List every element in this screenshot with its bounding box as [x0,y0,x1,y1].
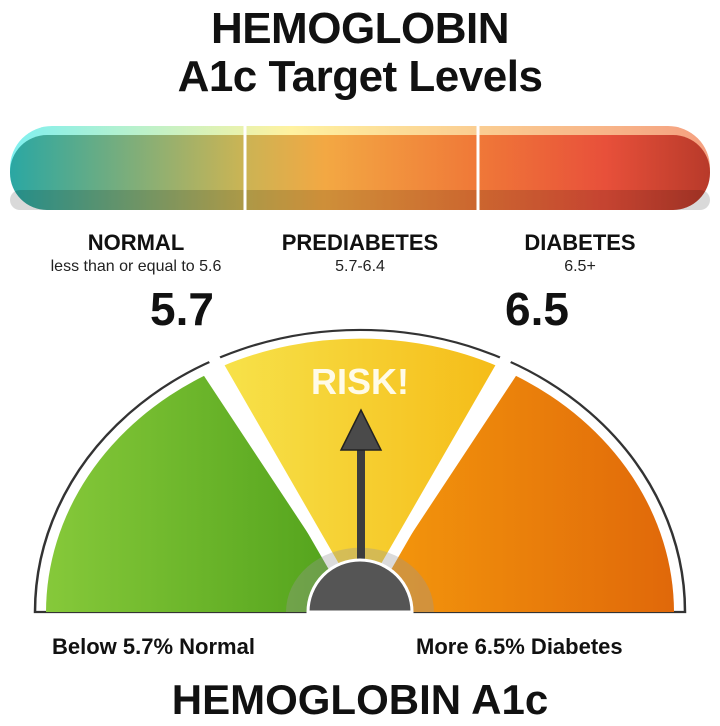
category-diabetes: DIABETES 6.5+ [450,230,710,276]
bottom-title: HEMOGLOBIN A1c [171,676,549,723]
category-prediabetes: PREDIABETES 5.7-6.4 [230,230,490,276]
level-bar [10,126,710,210]
category-range: 5.7-6.4 [335,258,385,275]
footer-left-label: Below 5.7% Normal [52,634,255,659]
category-name: PREDIABETES [281,230,439,255]
threshold-high: 6.5 [505,283,569,335]
gauge-segment-diabetes [360,375,674,612]
gauge-hub [306,558,414,614]
title-line-1: HEMOGLOBIN [210,4,510,53]
gauge-segment-normal [46,375,360,612]
footer-right-label: More 6.5% Diabetes [416,634,623,659]
needle-arrow [339,408,383,565]
category-normal: NORMAL less than or equal to 5.6 [6,230,266,276]
category-range: 6.5+ [564,258,596,275]
category-range: less than or equal to 5.6 [50,258,222,275]
title-line-2: A1c Target Levels [177,52,543,101]
category-name: DIABETES [524,230,636,255]
threshold-low: 5.7 [150,283,214,335]
category-name: NORMAL [87,230,185,255]
risk-label: RISK! [311,361,409,402]
